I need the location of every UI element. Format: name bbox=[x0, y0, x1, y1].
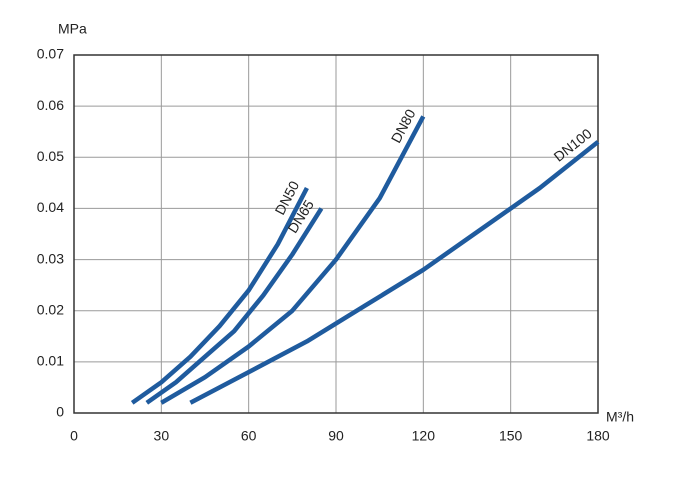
x-tick-label: 0 bbox=[70, 428, 78, 444]
x-axis-title: M³/h bbox=[606, 409, 634, 425]
x-tick-label: 150 bbox=[499, 428, 523, 444]
series-label: DN80 bbox=[388, 106, 419, 145]
y-tick-label: 0.01 bbox=[37, 353, 64, 369]
series-line bbox=[189, 140, 600, 405]
series-line bbox=[130, 186, 309, 405]
y-tick-label: 0.07 bbox=[37, 46, 64, 62]
y-tick-label: 0 bbox=[56, 404, 64, 420]
x-tick-label: 180 bbox=[586, 428, 610, 444]
series-line bbox=[145, 207, 324, 405]
y-tick-label: 0.02 bbox=[37, 301, 64, 317]
series-line bbox=[160, 115, 426, 405]
plot-frame bbox=[73, 54, 599, 414]
y-tick-label: 0.04 bbox=[37, 199, 64, 215]
x-tick-label: 30 bbox=[154, 428, 170, 444]
y-tick-label: 0.03 bbox=[37, 250, 64, 266]
y-tick-label: 0.05 bbox=[37, 148, 64, 164]
x-tick-label: 120 bbox=[412, 428, 436, 444]
y-axis-title: MPa bbox=[58, 21, 87, 37]
x-tick-label: 60 bbox=[241, 428, 257, 444]
x-tick-label: 90 bbox=[328, 428, 344, 444]
y-tick-label: 0.06 bbox=[37, 97, 64, 113]
series-label: DN100 bbox=[551, 125, 595, 165]
